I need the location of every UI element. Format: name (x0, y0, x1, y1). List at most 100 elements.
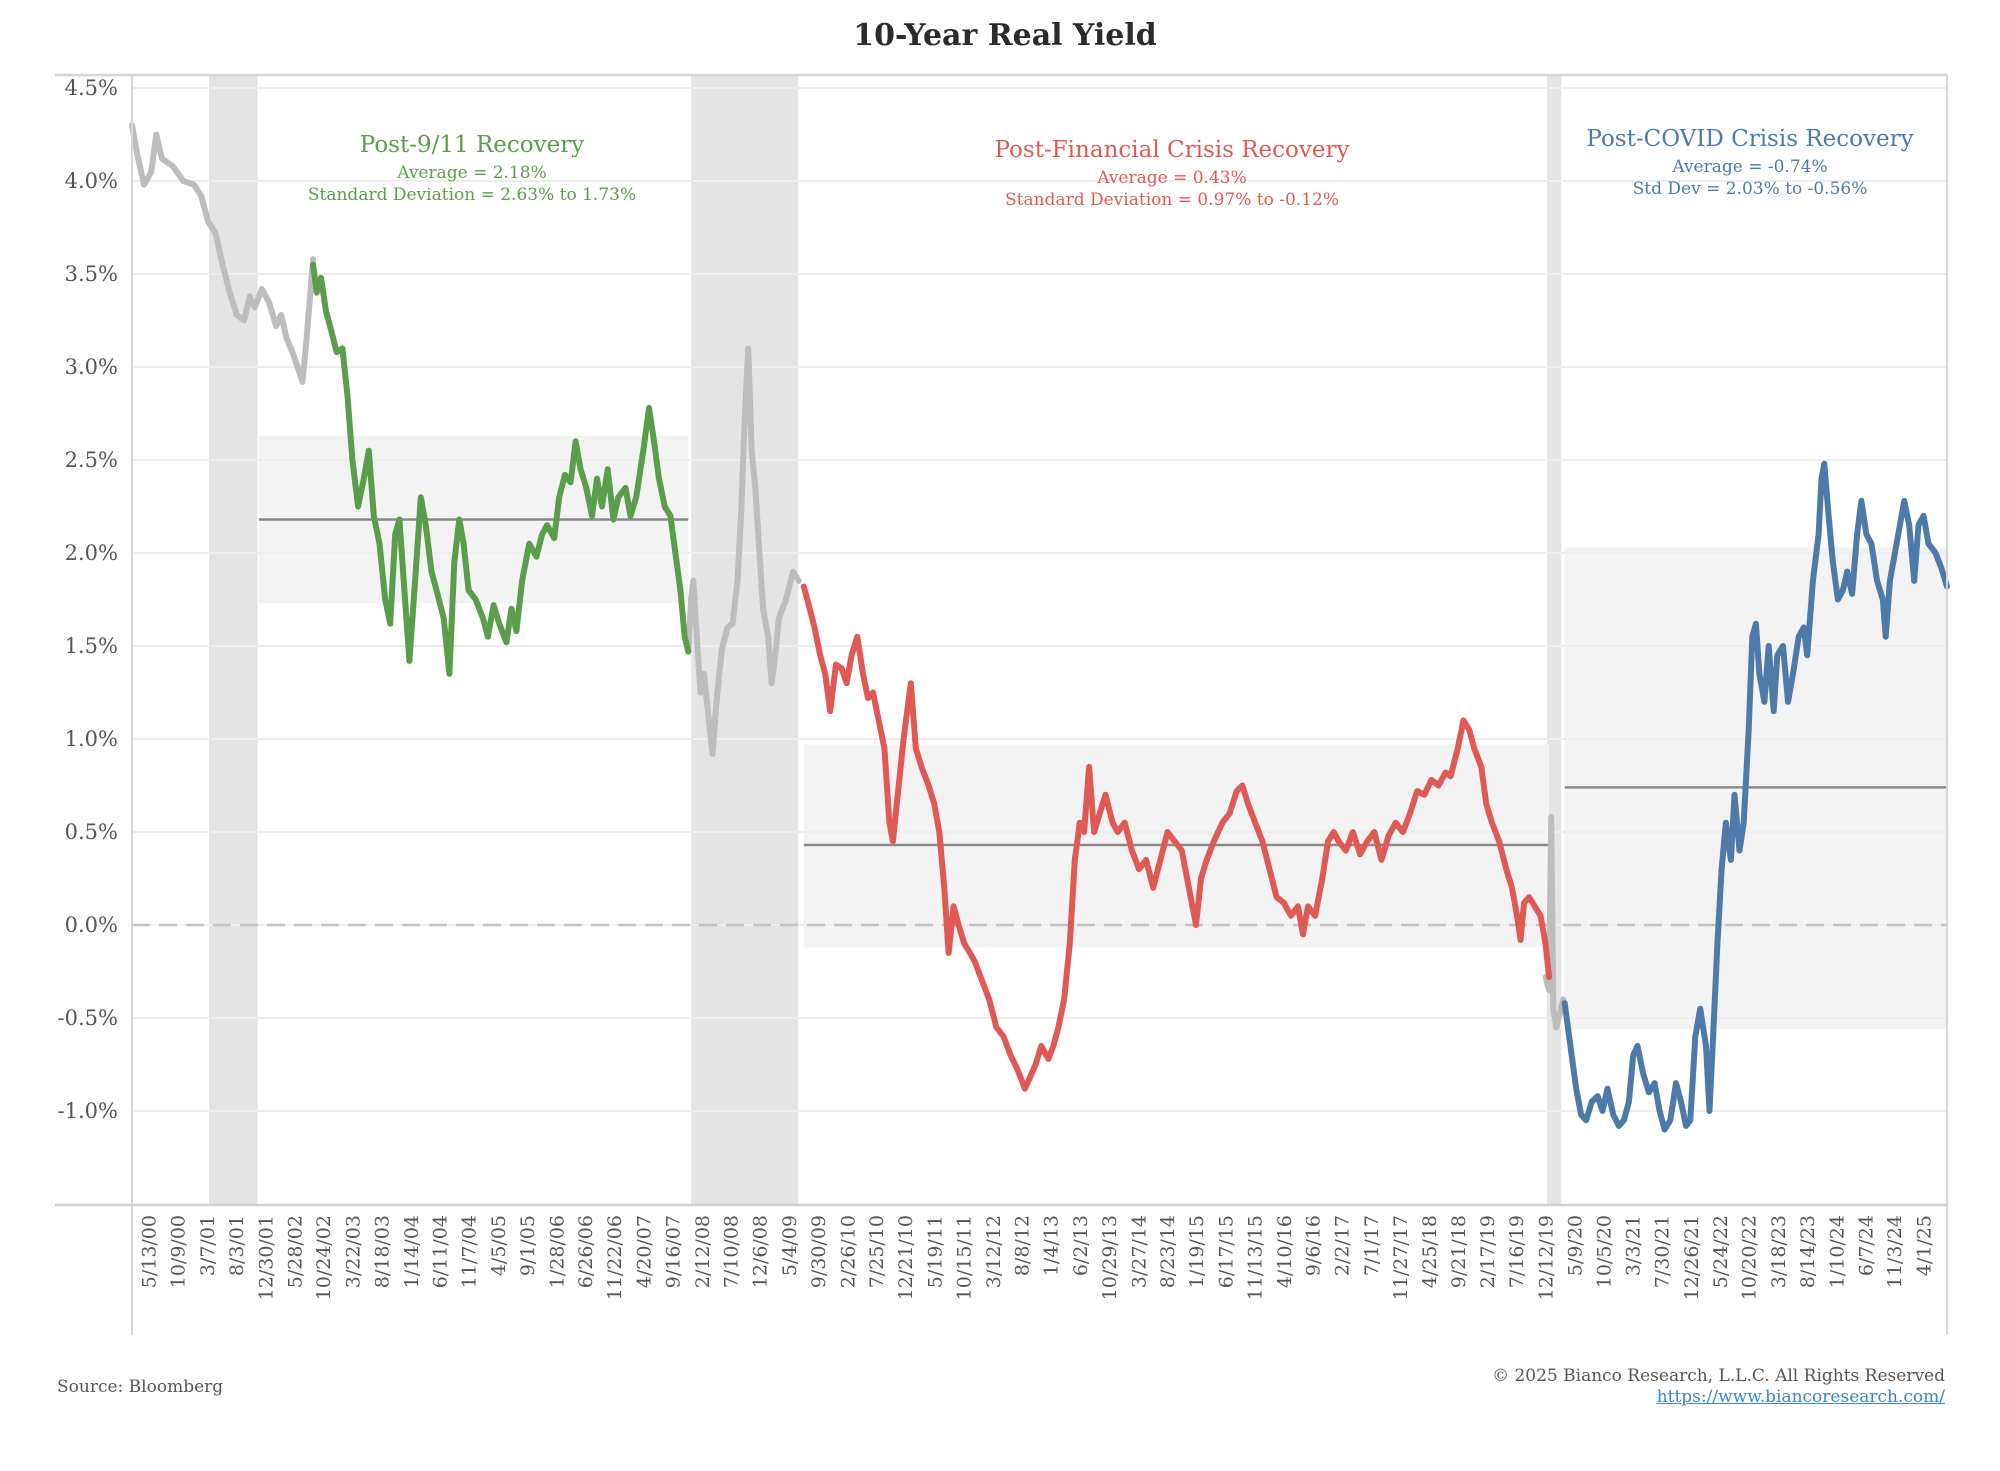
x-tick-label: 3/22/03 (342, 1215, 364, 1288)
annotation-std-dev: Standard Deviation = 0.97% to -0.12% (1005, 190, 1339, 210)
x-tick-label: 5/28/02 (285, 1215, 307, 1288)
recession-band (1546, 75, 1562, 1205)
y-tick-label: 1.0% (65, 727, 118, 751)
x-axis-ticks: 5/13/00 10/9/00 3/7/01 8/3/01 12/30/01 5/28/0… (138, 1215, 1935, 1300)
x-tick-label: 9/6/16 (1302, 1215, 1324, 1276)
x-tick-label: 4/10/16 (1274, 1215, 1296, 1288)
x-tick-label: 8/8/12 (1011, 1215, 1033, 1276)
x-tick-label: 1/14/04 (401, 1215, 423, 1288)
annotation-title: Post-Financial Crisis Recovery (995, 137, 1350, 163)
y-tick-label: 4.0% (65, 169, 118, 193)
x-tick-label: 6/26/06 (575, 1215, 597, 1288)
series-line (800, 583, 1553, 1092)
x-tick-label: 8/23/14 (1157, 1215, 1179, 1288)
x-tick-label: 7/25/10 (866, 1215, 888, 1288)
series-line (685, 345, 802, 757)
annotation-std-dev: Standard Deviation = 2.63% to 1.73% (308, 185, 636, 205)
x-tick-label: 6/17/15 (1215, 1215, 1237, 1288)
x-tick-label: 7/10/08 (720, 1215, 742, 1288)
y-tick-label: -0.5% (58, 1006, 118, 1030)
copyright-note: © 2025 Bianco Research, L.L.C. All Right… (1492, 1366, 1945, 1386)
std-dev-bands (258, 435, 1947, 1030)
annotation-average: Average = 0.43% (1096, 168, 1247, 188)
source-note: Source: Bloomberg (57, 1377, 224, 1397)
x-tick-label: 1/10/24 (1826, 1215, 1848, 1288)
x-tick-label: 10/15/11 (954, 1215, 976, 1300)
x-tick-label: 8/18/03 (372, 1215, 394, 1288)
x-tick-label: 9/16/07 (663, 1215, 685, 1288)
x-tick-label: 7/16/19 (1506, 1215, 1528, 1288)
x-tick-label: 6/7/24 (1856, 1215, 1878, 1276)
x-tick-label: 2/12/08 (692, 1215, 714, 1288)
x-tick-label: 3/7/01 (197, 1215, 219, 1276)
x-tick-label: 4/25/18 (1419, 1215, 1441, 1288)
x-tick-label: 6/11/04 (429, 1215, 451, 1288)
annotation-std-dev: Std Dev = 2.03% to -0.56% (1633, 179, 1868, 199)
x-tick-label: 9/21/18 (1448, 1215, 1470, 1288)
x-tick-label: 12/6/08 (750, 1215, 772, 1288)
x-tick-label: 5/19/11 (924, 1215, 946, 1288)
website-link[interactable]: https://www.biancoresearch.com/ (1656, 1387, 1945, 1407)
series-lines (129, 122, 1950, 1133)
x-tick-label: 1/19/15 (1186, 1215, 1208, 1288)
x-tick-label: 11/3/24 (1884, 1215, 1906, 1288)
x-tick-label: 6/2/13 (1070, 1215, 1092, 1276)
recession-band (209, 75, 258, 1205)
x-tick-label: 4/20/07 (633, 1215, 655, 1288)
annotation-title: Post-9/11 Recovery (360, 132, 584, 158)
x-tick-label: 3/3/21 (1622, 1215, 1644, 1276)
x-tick-label: 11/22/06 (604, 1215, 626, 1300)
x-tick-label: 12/26/21 (1681, 1215, 1703, 1300)
x-tick-label: 10/5/20 (1593, 1215, 1615, 1288)
y-tick-label: 0.5% (65, 820, 118, 844)
x-tick-label: 11/7/04 (459, 1215, 481, 1288)
series-line (129, 122, 317, 385)
x-tick-label: 10/9/00 (168, 1215, 190, 1288)
x-tick-label: 1/4/13 (1041, 1215, 1063, 1276)
x-tick-label: 2/17/19 (1477, 1215, 1499, 1288)
recession-band (691, 75, 799, 1205)
y-tick-label: -1.0% (58, 1099, 118, 1123)
x-tick-label: 5/4/09 (779, 1215, 801, 1276)
x-tick-label: 3/12/12 (983, 1215, 1005, 1288)
annotation-average: Average = 2.18% (396, 163, 547, 183)
annotation-title: Post-COVID Crisis Recovery (1586, 126, 1913, 152)
y-tick-label: 0.0% (65, 913, 118, 937)
x-tick-label: 2/2/17 (1332, 1215, 1354, 1276)
y-tick-label: 3.0% (65, 355, 118, 379)
x-tick-label: 1/28/06 (546, 1215, 568, 1288)
x-tick-label: 9/30/09 (808, 1215, 830, 1288)
x-tick-label: 7/30/21 (1652, 1215, 1674, 1288)
series-line (1561, 460, 1950, 1133)
x-tick-label: 12/12/19 (1535, 1215, 1557, 1300)
x-tick-label: 11/27/17 (1390, 1215, 1412, 1300)
x-tick-label: 5/9/20 (1565, 1215, 1587, 1276)
y-tick-label: 1.5% (65, 634, 118, 658)
plot-frame (55, 73, 1948, 1335)
x-tick-label: 11/13/15 (1245, 1215, 1267, 1300)
x-tick-label: 3/27/14 (1128, 1215, 1150, 1288)
y-axis-ticks: 4.5% 4.0% 3.5% 3.0% 2.5% 2.0% 1.5% 1.0% 0.5% 0.0%… (58, 76, 118, 1123)
x-tick-label: 4/1/25 (1913, 1215, 1935, 1276)
series-line (310, 261, 692, 677)
x-tick-label: 10/24/02 (313, 1215, 335, 1300)
x-tick-label: 10/29/13 (1099, 1215, 1121, 1300)
x-tick-label: 5/24/22 (1710, 1215, 1732, 1288)
x-tick-label: 8/3/01 (226, 1215, 248, 1276)
x-tick-label: 8/14/23 (1797, 1215, 1819, 1288)
x-tick-label: 12/30/01 (255, 1215, 277, 1300)
x-tick-label: 10/20/22 (1739, 1215, 1761, 1300)
y-tick-label: 2.5% (65, 448, 118, 472)
y-tick-label: 3.5% (65, 262, 118, 286)
series-line (1542, 814, 1567, 1031)
x-tick-label: 9/1/05 (517, 1215, 539, 1276)
x-tick-label: 2/26/10 (837, 1215, 859, 1288)
x-tick-label: 5/13/00 (138, 1215, 160, 1288)
y-tick-label: 2.0% (65, 541, 118, 565)
x-tick-label: 12/21/10 (895, 1215, 917, 1300)
chart-title: 10-Year Real Yield (853, 18, 1157, 53)
y-tick-label: 4.5% (65, 76, 118, 100)
x-tick-label: 7/1/17 (1361, 1215, 1383, 1276)
